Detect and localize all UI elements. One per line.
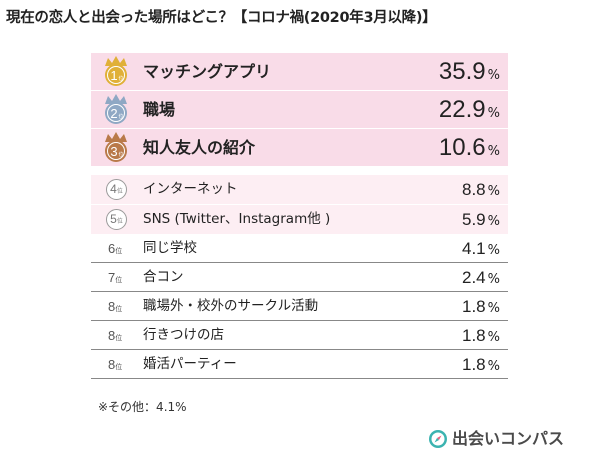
percentage-value: 22.9% <box>439 91 500 132</box>
rank-suffix: 位 <box>118 151 123 158</box>
row-divider <box>91 90 508 91</box>
place-label: 職場外・校外のサークル活動 <box>143 298 319 314</box>
rank-number: 3 <box>110 144 117 159</box>
percentage-value: 5.9% <box>462 205 500 236</box>
percentage-value: 10.6% <box>439 129 500 170</box>
rank-marker: 6位 <box>108 234 122 266</box>
rank-suffix: 位 <box>115 248 123 255</box>
place-label: 職場 <box>143 100 176 119</box>
rank-marker: 8位 <box>108 292 122 324</box>
rank-suffix: 位 <box>118 75 123 82</box>
value-number: 1.8 <box>462 297 486 316</box>
crown-icon <box>105 56 127 66</box>
chart-title: 現在の恋人と出会った場所はどこ？【コロナ禍(2020年3月以降)】 <box>6 10 437 26</box>
rank-number: 4 <box>110 182 117 196</box>
rank-suffix: 位 <box>115 335 123 342</box>
rank-suffix: 位 <box>115 277 123 284</box>
value-number: 1.8 <box>462 326 486 345</box>
percent-unit: % <box>487 301 500 316</box>
place-label: マッチングアプリ <box>143 62 272 81</box>
value-number: 35.9 <box>438 58 486 85</box>
rank-number: 8 <box>108 299 116 314</box>
percentage-value: 1.8% <box>462 321 500 352</box>
percent-unit: % <box>487 144 500 159</box>
row-divider <box>91 128 508 129</box>
row-divider <box>91 204 508 205</box>
rank-number: 8 <box>108 357 116 372</box>
rank-marker: 4位 <box>106 179 127 200</box>
rank-number: 8 <box>108 328 116 343</box>
percentage-value: 8.8% <box>462 175 500 206</box>
percent-unit: % <box>487 272 500 287</box>
value-number: 2.4 <box>462 268 486 287</box>
rank-suffix: 位 <box>118 113 123 120</box>
rank-number: 6 <box>108 241 116 256</box>
percent-unit: % <box>487 330 500 345</box>
ranking-row: 4位 インターネット 8.8% <box>91 175 508 204</box>
place-label: SNS (Twitter、Instagram他 ) <box>143 211 331 227</box>
place-label: 同じ学校 <box>143 240 197 256</box>
percentage-value: 4.1% <box>462 234 500 265</box>
rank-marker: 8位 <box>108 321 122 353</box>
value-number: 1.8 <box>462 355 486 374</box>
place-label: 知人友人の紹介 <box>143 138 256 157</box>
rank-suffix: 位 <box>115 364 123 371</box>
percent-unit: % <box>487 106 500 121</box>
percent-unit: % <box>487 359 500 374</box>
value-number: 10.6 <box>438 134 486 161</box>
value-number: 4.1 <box>462 239 486 258</box>
percentage-value: 1.8% <box>462 350 500 381</box>
percentage-value: 35.9% <box>439 53 500 94</box>
ranking-row: 6位 同じ学校 4.1% <box>91 234 508 263</box>
logo-text: 出会いコンパス <box>452 429 565 448</box>
ranking-row: 5位 SNS (Twitter、Instagram他 ) 5.9% <box>91 205 508 234</box>
rank-marker: 8位 <box>108 350 122 382</box>
rank-suffix: 位 <box>116 219 123 225</box>
percent-unit: % <box>487 184 500 199</box>
rank-suffix: 位 <box>115 306 123 313</box>
ranking-row: 7位 合コン 2.4% <box>91 263 508 292</box>
percent-unit: % <box>487 243 500 258</box>
rank-number: 1 <box>110 68 117 83</box>
ranking-row: 8位 職場外・校外のサークル活動 1.8% <box>91 292 508 321</box>
row-divider <box>91 174 508 175</box>
crown-icon <box>105 132 127 142</box>
ranking-row: 3 位知人友人の紹介 10.6% <box>91 129 508 166</box>
percent-unit: % <box>487 68 500 83</box>
compass-icon <box>429 430 447 448</box>
value-number: 22.9 <box>438 96 486 123</box>
rank-number: 5 <box>110 212 117 226</box>
value-number: 8.8 <box>462 180 486 199</box>
footnote: ※その他：4.1% <box>98 400 187 414</box>
rank-suffix: 位 <box>116 189 123 195</box>
place-label: インターネット <box>143 181 238 197</box>
rank-number: 7 <box>108 270 116 285</box>
ranking-row: 8位 婚活パーティー 1.8% <box>91 350 508 379</box>
place-label: 婚活パーティー <box>143 356 237 372</box>
ranking-row: 8位 行きつけの店 1.8% <box>91 321 508 350</box>
percentage-value: 2.4% <box>462 263 500 294</box>
crown-icon <box>105 94 127 104</box>
rank-marker: 5位 <box>106 209 127 230</box>
percent-unit: % <box>487 214 500 229</box>
place-label: 行きつけの店 <box>143 327 224 343</box>
ranking-row: 2 位職場 22.9% <box>91 91 508 128</box>
place-label: 合コン <box>143 269 184 285</box>
ranking-row: 1 位マッチングアプリ 35.9% <box>91 53 508 90</box>
value-number: 5.9 <box>462 210 486 229</box>
percentage-value: 1.8% <box>462 292 500 323</box>
rank-marker: 7位 <box>108 263 122 295</box>
rank-number: 2 <box>110 106 117 121</box>
